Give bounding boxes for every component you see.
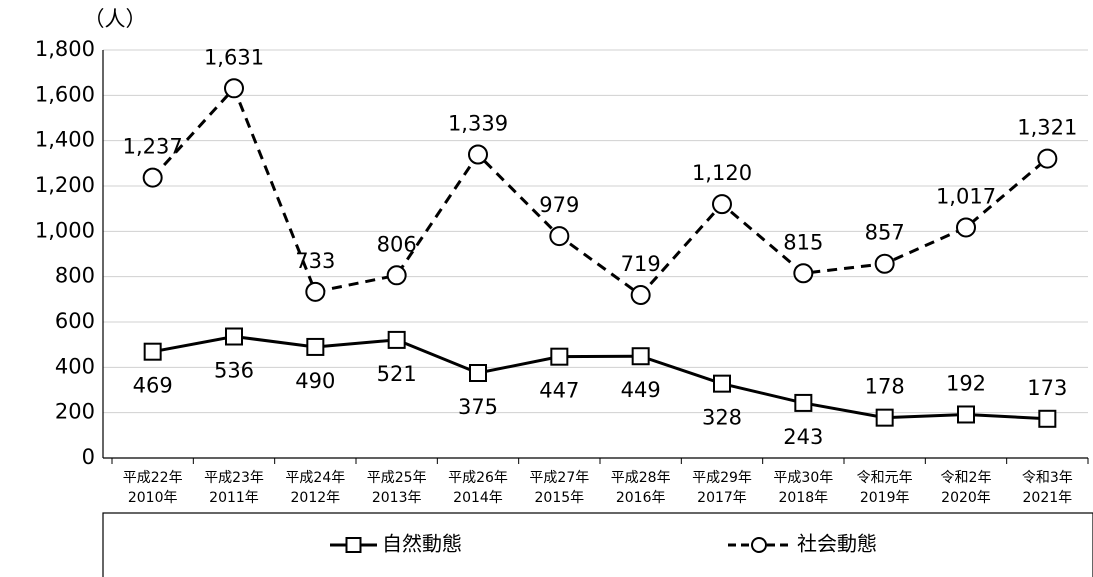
x-tick-label: 令和元年 (857, 470, 913, 486)
point (549, 226, 570, 247)
x-tick-label: 2010年 (128, 490, 178, 506)
point (956, 217, 976, 238)
y-tick-label: 800 (55, 264, 95, 288)
x-tick-label: 平成23年 (204, 470, 264, 486)
x-tick-label: 平成24年 (285, 470, 345, 486)
x-tick-label: 平成28年 (611, 470, 671, 486)
y-tick-label: 600 (55, 309, 95, 333)
y-tick-label: 200 (55, 400, 95, 424)
y-tick-label: 1,800 (35, 37, 95, 61)
point (875, 408, 894, 427)
data-label: 490 (295, 369, 335, 393)
data-label: 733 (295, 249, 335, 273)
y-tick-label: 1,200 (35, 173, 95, 197)
point (631, 347, 650, 366)
data-label: 521 (377, 362, 417, 386)
data-label: 979 (539, 193, 579, 217)
point (143, 342, 162, 361)
data-label: 243 (783, 425, 823, 449)
y-tick-label: 400 (55, 354, 95, 378)
x-tick-label: 2020年 (941, 490, 991, 506)
point (468, 144, 488, 165)
point (712, 194, 732, 215)
data-label: 328 (702, 406, 742, 430)
data-label: 375 (458, 395, 498, 419)
data-label: 447 (539, 379, 579, 403)
data-label: 178 (865, 375, 905, 399)
point (386, 265, 407, 286)
x-tick-label: 2017年 (697, 490, 747, 506)
x-tick-label: 2013年 (372, 490, 422, 506)
x-tick-label: 2018年 (779, 490, 829, 506)
point (142, 167, 163, 188)
data-label: 536 (214, 359, 254, 383)
x-tick-label: 2015年 (535, 490, 585, 506)
point (306, 337, 325, 356)
point (387, 330, 406, 349)
x-tick-label: 令和3年 (1022, 470, 1073, 486)
data-label: 857 (865, 221, 905, 245)
x-tick-label: 2016年 (616, 490, 666, 506)
x-tick-label: 平成26年 (448, 470, 508, 486)
x-tick-label: 平成30年 (773, 470, 833, 486)
x-tick-label: 平成27年 (529, 470, 589, 486)
data-label: 449 (621, 378, 661, 402)
x-tick-label: 平成25年 (367, 470, 427, 486)
x-tick-label: 2019年 (860, 490, 910, 506)
data-label: 806 (377, 232, 417, 256)
data-label: 1,339 (448, 111, 508, 135)
series-line (152, 334, 1048, 421)
point (713, 374, 731, 393)
point (793, 263, 814, 284)
point (305, 281, 326, 302)
y-tick-label: 1,400 (35, 128, 95, 152)
y-unit: （人） (84, 7, 147, 31)
data-label: 469 (133, 374, 173, 398)
x-tick-label: 令和2年 (941, 470, 992, 486)
point (1037, 148, 1058, 169)
x-tick-label: 2014年 (453, 490, 503, 506)
data-label: 173 (1027, 376, 1067, 400)
legend-box (102, 512, 1093, 577)
point (874, 253, 895, 274)
x-tick-label: 2011年 (209, 490, 259, 506)
data-label: 1,017 (936, 184, 996, 208)
point (550, 347, 569, 366)
legend-marker (751, 537, 767, 553)
x-tick-label: 平成22年 (123, 470, 183, 486)
x-tick-label: 2021年 (1023, 490, 1073, 506)
x-tick-label: 2012年 (291, 490, 341, 506)
point (469, 364, 487, 382)
data-label: 1,120 (692, 161, 752, 185)
data-label: 815 (783, 230, 823, 254)
legend-label: 自然動態 (382, 532, 462, 556)
data-label: 1,631 (204, 45, 264, 69)
data-label: 719 (621, 252, 661, 276)
y-tick-label: 0 (82, 445, 95, 469)
data-label: 1,321 (1017, 116, 1077, 140)
y-tick-label: 1,600 (35, 82, 95, 106)
series-line (151, 85, 1049, 298)
point (1038, 409, 1057, 428)
point (630, 285, 651, 306)
legend-label: 社会動態 (797, 532, 877, 556)
x-tick-label: 平成29年 (692, 470, 752, 486)
point (225, 327, 243, 346)
point (224, 78, 244, 99)
data-label: 192 (946, 371, 986, 395)
point (794, 393, 813, 412)
data-label: 1,237 (123, 135, 183, 159)
legend-marker (345, 537, 362, 553)
point (957, 405, 975, 424)
y-tick-label: 1,000 (35, 218, 95, 242)
